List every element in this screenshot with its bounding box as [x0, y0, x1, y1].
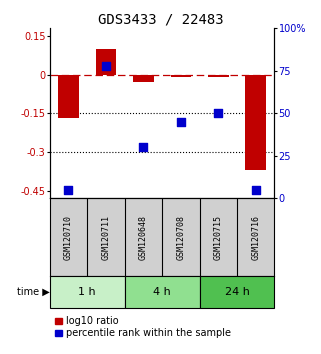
Bar: [125, 276, 200, 308]
Text: 24 h: 24 h: [225, 287, 249, 297]
Bar: [133, 75, 154, 82]
Text: GSM120710: GSM120710: [64, 215, 73, 260]
Point: [178, 119, 183, 125]
Legend: log10 ratio, percentile rank within the sample: log10 ratio, percentile rank within the …: [55, 316, 231, 338]
Bar: [200, 276, 274, 308]
Text: GSM120711: GSM120711: [101, 215, 110, 260]
Point: [141, 144, 146, 150]
Point: [66, 187, 71, 193]
Bar: [208, 75, 229, 77]
Bar: [58, 75, 79, 119]
Point: [253, 187, 258, 193]
Text: time ▶: time ▶: [17, 287, 50, 297]
Text: 4 h: 4 h: [153, 287, 171, 297]
Text: GSM120708: GSM120708: [176, 215, 185, 260]
Bar: [96, 49, 116, 75]
Bar: [170, 75, 191, 77]
Bar: [50, 276, 125, 308]
Bar: [246, 75, 266, 170]
Point: [216, 110, 221, 116]
Text: GDS3433 / 22483: GDS3433 / 22483: [98, 12, 223, 27]
Text: GSM120715: GSM120715: [214, 215, 223, 260]
Text: GSM120648: GSM120648: [139, 215, 148, 260]
Text: GSM120716: GSM120716: [251, 215, 260, 260]
Text: 1 h: 1 h: [78, 287, 96, 297]
Point: [103, 63, 108, 69]
